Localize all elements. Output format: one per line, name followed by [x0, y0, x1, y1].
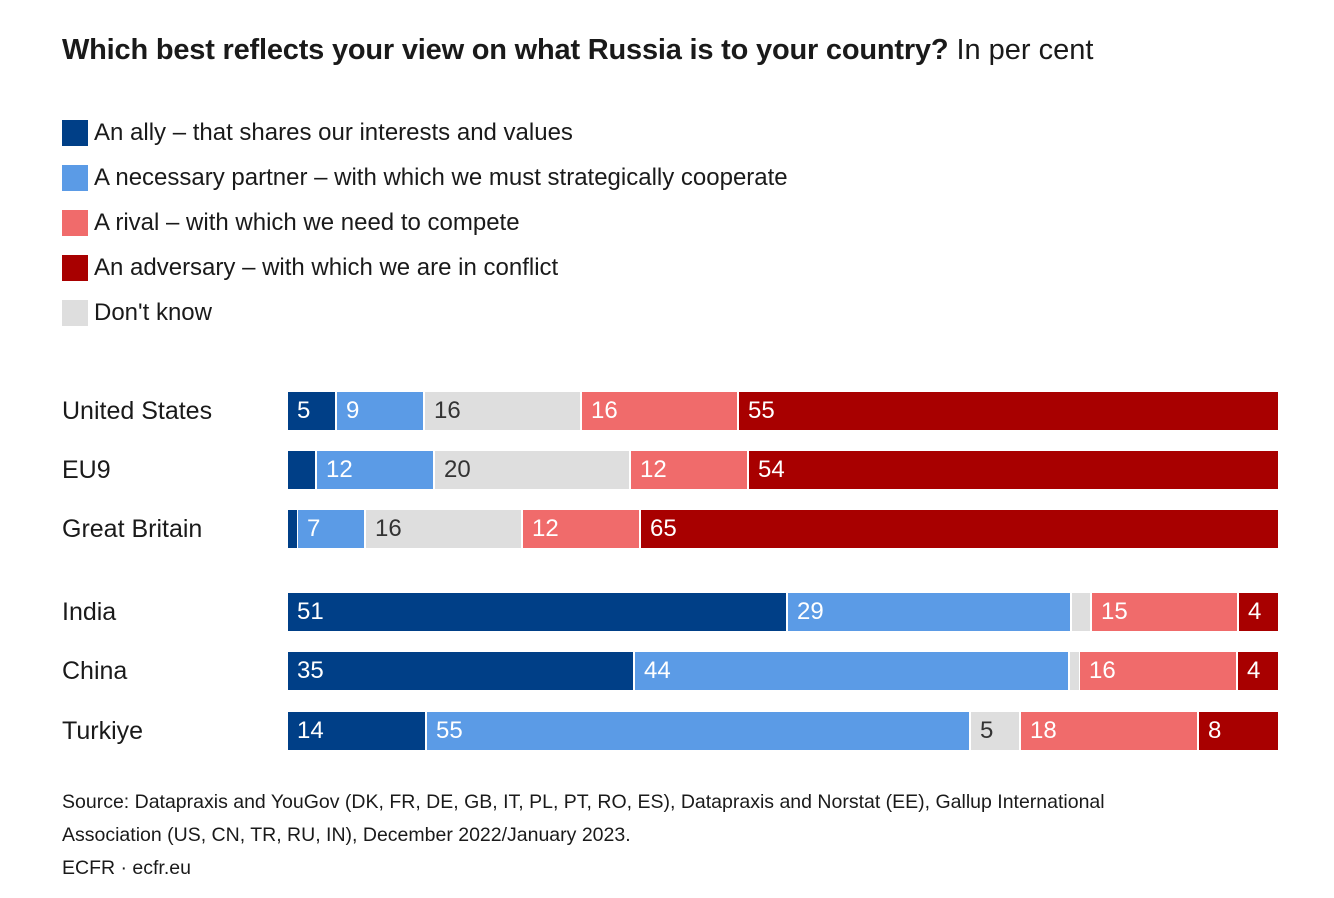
bar-segment-rival: 12 — [523, 510, 641, 548]
data-label: 55 — [436, 717, 463, 744]
legend-swatch-adversary — [62, 254, 88, 281]
data-label: 65 — [650, 515, 677, 542]
bar-segment-partner: 9 — [337, 392, 425, 430]
chart-title-main: Which best reflects your view on what Ru… — [62, 34, 949, 66]
bar-segment-ally — [288, 451, 317, 489]
legend-label-partner: A necessary partner – with which we must… — [94, 164, 788, 192]
legend-label-dontknow: Don't know — [94, 298, 212, 326]
data-label: 9 — [346, 397, 360, 424]
bar-segment-dontknow: 5 — [971, 712, 1021, 750]
bar-segment-partner: 44 — [635, 652, 1070, 690]
category-label: Great Britain — [62, 515, 203, 543]
data-label: 5 — [980, 717, 994, 744]
data-label: 12 — [532, 515, 559, 542]
data-label: 35 — [297, 657, 324, 684]
bar-row: 51 29 15 4 — [288, 593, 1278, 631]
data-label: 20 — [444, 456, 471, 483]
chart-title-sub: In per cent — [956, 34, 1094, 66]
legend-label-rival: A rival – with which we need to compete — [94, 208, 520, 236]
bar-segment-rival: 16 — [582, 392, 739, 430]
chart-legend: An ally – that shares our interests and … — [62, 111, 788, 335]
data-label: 54 — [758, 456, 785, 483]
data-label: 4 — [1248, 598, 1262, 625]
bar-segment-dontknow — [1072, 593, 1092, 631]
legend-label-adversary: An adversary – with which we are in conf… — [94, 253, 559, 281]
bar-row: 12 20 12 54 — [288, 451, 1278, 489]
legend-swatch-dontknow — [62, 299, 88, 326]
legend-label-ally: An ally – that shares our interests and … — [94, 119, 573, 147]
data-label: 4 — [1247, 657, 1261, 684]
bar-segment-dontknow: 20 — [435, 451, 631, 489]
legend-swatch-ally — [62, 120, 88, 147]
category-label: Turkiye — [62, 717, 144, 745]
data-label: 16 — [375, 515, 402, 542]
bar-segment-ally: 5 — [288, 392, 337, 430]
bar-segment-partner: 7 — [298, 510, 366, 548]
bar-segment-rival: 12 — [631, 451, 749, 489]
bar-segment-dontknow: 16 — [366, 510, 523, 548]
bar-segment-ally: 35 — [288, 652, 635, 690]
legend-swatch-rival — [62, 209, 88, 236]
bar-segment-adversary: 55 — [739, 392, 1278, 430]
data-label: 44 — [644, 657, 671, 684]
category-label: China — [62, 657, 128, 685]
legend-swatch-partner — [62, 165, 88, 192]
bar-segment-rival: 15 — [1092, 593, 1239, 631]
data-label: 15 — [1101, 598, 1128, 625]
data-label: 51 — [297, 598, 324, 625]
legend-item-adversary: An adversary – with which we are in conf… — [62, 245, 788, 290]
bar-segment-partner: 12 — [317, 451, 435, 489]
bar-row: 5 9 16 16 55 — [288, 392, 1278, 430]
data-label: 16 — [591, 397, 618, 424]
bar-segment-ally: 51 — [288, 593, 788, 631]
bar-segment-dontknow: 16 — [425, 392, 582, 430]
bar-segment-adversary: 8 — [1199, 712, 1278, 750]
chart-title: Which best reflects your view on what Ru… — [62, 30, 1093, 70]
bar-segment-partner: 29 — [788, 593, 1072, 631]
data-label: 5 — [297, 397, 311, 424]
bar-row: 7 16 12 65 — [288, 510, 1278, 548]
source-line-2: Association (US, CN, TR, RU, IN), Decemb… — [62, 824, 631, 846]
data-label: 55 — [748, 397, 775, 424]
data-label: 8 — [1208, 717, 1222, 744]
data-label: 16 — [1089, 657, 1116, 684]
legend-item-rival: A rival – with which we need to compete — [62, 201, 788, 246]
bar-segment-adversary: 4 — [1238, 652, 1278, 690]
bar-segment-partner: 55 — [427, 712, 971, 750]
category-label: India — [62, 598, 117, 626]
source-credit: ECFR · ecfr.eu — [62, 857, 191, 879]
data-label: 16 — [434, 397, 461, 424]
bar-segment-adversary: 65 — [641, 510, 1278, 548]
source-line-1: Source: Datapraxis and YouGov (DK, FR, D… — [62, 791, 1105, 813]
bar-segment-ally: 14 — [288, 712, 427, 750]
category-label: United States — [62, 397, 213, 425]
data-label: 12 — [640, 456, 667, 483]
bar-segment-adversary: 4 — [1239, 593, 1278, 631]
data-label: 18 — [1030, 717, 1057, 744]
category-label: EU9 — [62, 456, 111, 484]
data-label: 12 — [326, 456, 353, 483]
bar-row: 14 55 5 18 8 — [288, 712, 1278, 750]
source-note: Source: Datapraxis and YouGov (DK, FR, D… — [62, 786, 1282, 885]
legend-item-partner: A necessary partner – with which we must… — [62, 156, 788, 201]
bar-segment-rival: 18 — [1021, 712, 1199, 750]
data-label: 29 — [797, 598, 824, 625]
bar-segment-rival: 16 — [1080, 652, 1238, 690]
bar-row: 35 44 16 4 — [288, 652, 1278, 690]
data-label: 14 — [297, 717, 324, 744]
bar-segment-adversary: 54 — [749, 451, 1278, 489]
legend-item-dontknow: Don't know — [62, 290, 788, 335]
data-label: 7 — [307, 515, 321, 542]
legend-item-ally: An ally – that shares our interests and … — [62, 111, 788, 156]
